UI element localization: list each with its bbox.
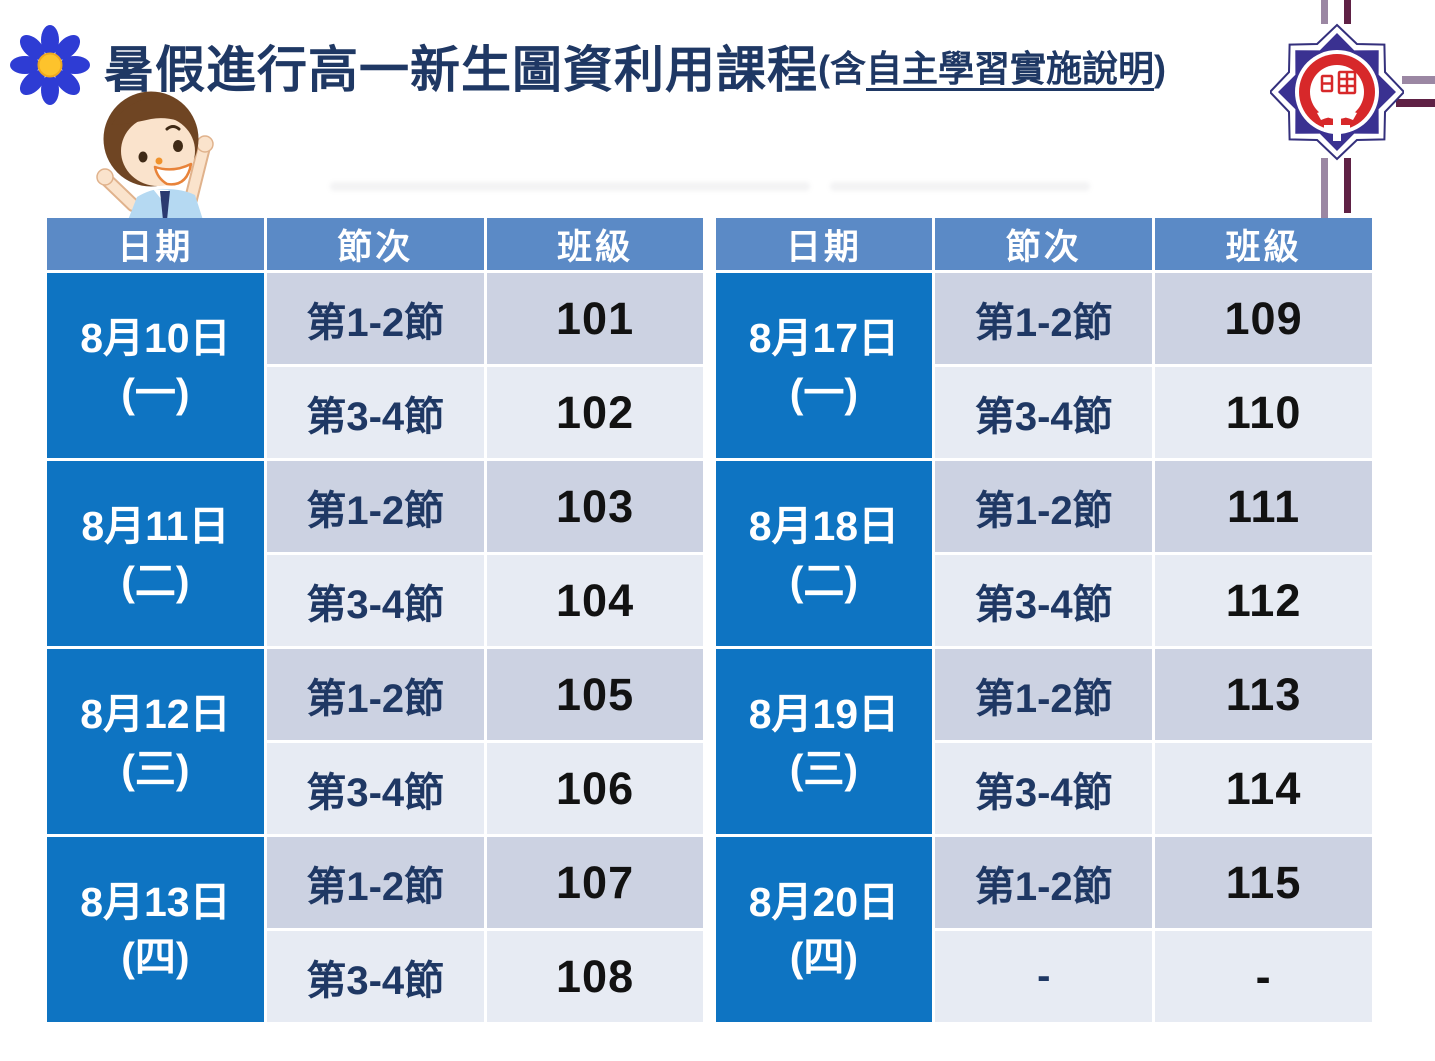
class-cell: 114	[1155, 743, 1372, 834]
class-cell: 105	[486, 649, 704, 740]
weekday-text: (一)	[789, 369, 859, 416]
schedule-tables: 日期 節次 班級 8月10日 (一) 第1-2節 101 第3-4節 102 8…	[47, 218, 1372, 1022]
class-cell: 110	[1155, 367, 1372, 458]
weekday-text: (四)	[121, 933, 190, 980]
date-text: 8月11日	[81, 503, 230, 550]
period-cell: 第1-2節	[935, 649, 1153, 740]
title-main-text: 暑假進行高一新生圖資利用課程	[104, 42, 818, 98]
faded-text-artifact	[330, 182, 810, 191]
class-cell: 109	[1155, 273, 1372, 364]
period-cell: 第3-4節	[935, 743, 1153, 834]
period-cell: 第1-2節	[266, 837, 484, 928]
weekday-text: (三)	[789, 745, 859, 792]
period-cell: 第1-2節	[266, 273, 484, 364]
period-cell: 第3-4節	[266, 743, 484, 834]
date-cell-aug10: 8月10日 (一)	[47, 273, 264, 458]
date-text: 8月13日	[80, 879, 231, 926]
period-cell: 第1-2節	[266, 461, 484, 552]
school-emblem-icon	[1270, 23, 1404, 161]
deco-line-vertical-bottom-dark	[1344, 158, 1351, 213]
period-cell: 第3-4節	[266, 931, 484, 1022]
weekday-text: (三)	[121, 745, 190, 792]
deco-line-horizontal-light	[1402, 76, 1435, 84]
date-cell-aug19: 8月19日 (三)	[715, 649, 933, 834]
student-character-icon	[96, 91, 214, 220]
column-header-class: 班級	[1155, 218, 1372, 270]
period-cell: 第3-4節	[935, 367, 1153, 458]
class-cell: 107	[486, 837, 704, 928]
faded-text-artifact	[830, 182, 1090, 191]
date-cell-aug20: 8月20日 (四)	[715, 837, 933, 1022]
weekday-text: (一)	[121, 369, 190, 416]
date-cell-aug12: 8月12日 (三)	[47, 649, 264, 834]
class-cell: 111	[1155, 461, 1372, 552]
date-cell-aug17: 8月17日 (一)	[715, 273, 933, 458]
period-cell: 第1-2節	[266, 649, 484, 740]
date-cell-aug13: 8月13日 (四)	[47, 837, 264, 1022]
page-title: 暑假進行高一新生圖資利用課程 (含自主學習實施說明)	[104, 28, 1166, 104]
weekday-text: (二)	[121, 557, 190, 604]
date-cell-aug11: 8月11日 (二)	[47, 461, 264, 646]
title-sub-underlined: 自主學習實施說明	[866, 48, 1155, 89]
column-header-date: 日期	[715, 218, 933, 270]
class-cell: 103	[486, 461, 704, 552]
deco-line-vertical-top-dark	[1344, 0, 1351, 24]
schedule-table-left: 日期 節次 班級 8月10日 (一) 第1-2節 101 第3-4節 102 8…	[47, 218, 704, 1022]
weekday-text: (四)	[789, 933, 859, 980]
class-cell: 106	[486, 743, 704, 834]
column-header-period: 節次	[935, 218, 1153, 270]
date-text: 8月17日	[748, 315, 900, 362]
column-header-period: 節次	[266, 218, 484, 270]
class-cell: 112	[1155, 555, 1372, 646]
column-header-date: 日期	[47, 218, 264, 270]
class-cell: 113	[1155, 649, 1372, 740]
weekday-text: (二)	[789, 557, 859, 604]
date-text: 8月19日	[748, 691, 900, 738]
period-cell: 第3-4節	[266, 367, 484, 458]
title-sub-prefix: (含	[818, 48, 866, 89]
class-cell: -	[1155, 931, 1372, 1022]
date-text: 8月10日	[80, 315, 231, 362]
period-cell: 第1-2節	[935, 273, 1153, 364]
period-cell: 第1-2節	[935, 461, 1153, 552]
period-cell: 第3-4節	[266, 555, 484, 646]
date-text: 8月18日	[748, 503, 900, 550]
class-cell: 115	[1155, 837, 1372, 928]
deco-line-vertical-top-light	[1321, 0, 1328, 24]
class-cell: 101	[486, 273, 704, 364]
date-text: 8月12日	[80, 691, 231, 738]
column-header-class: 班級	[486, 218, 704, 270]
period-cell: -	[935, 931, 1153, 1022]
deco-line-horizontal-dark	[1396, 99, 1435, 107]
deco-line-vertical-bottom-light	[1321, 158, 1328, 218]
date-text: 8月20日	[748, 879, 900, 926]
class-cell: 102	[486, 367, 704, 458]
period-cell: 第1-2節	[935, 837, 1153, 928]
title-sub-suffix: )	[1154, 48, 1167, 89]
date-cell-aug18: 8月18日 (二)	[715, 461, 933, 646]
period-cell: 第3-4節	[935, 555, 1153, 646]
schedule-table-right: 日期 節次 班級 8月17日 (一) 第1-2節 109 第3-4節 110 8…	[715, 218, 1372, 1022]
blue-flower-icon	[10, 25, 90, 105]
class-cell: 104	[486, 555, 704, 646]
class-cell: 108	[486, 931, 704, 1022]
